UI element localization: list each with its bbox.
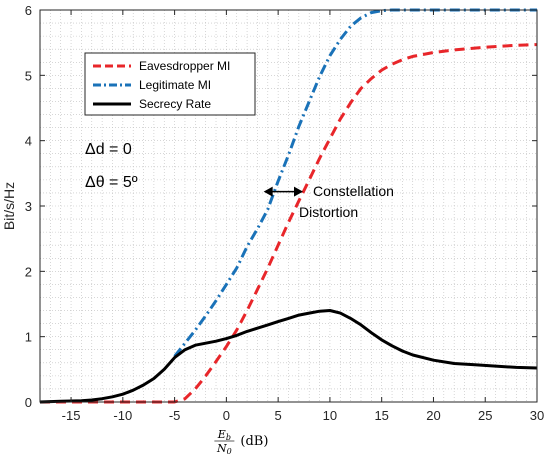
series-line-secrecy-rate	[39, 309, 538, 404]
y-tick-label: 3	[25, 199, 32, 214]
y-tick-label: 2	[25, 264, 32, 279]
x-tick-label: 30	[530, 408, 544, 423]
x-tick-label: -10	[113, 408, 132, 423]
y-tick-label: 0	[25, 395, 32, 410]
legend-label: Legitimate MI	[139, 78, 211, 92]
arrow-head-right	[293, 186, 303, 197]
distortion-label: Distortion	[299, 204, 358, 220]
y-tick-label: 5	[25, 68, 32, 83]
y-axis-label: Bit/s/Hz	[1, 182, 17, 230]
axis-ticks: -15 -10 -5 0 5 10 15 20 25 30 0 1 2 3 4 5 6	[25, 3, 544, 423]
x-tick-label: 20	[426, 408, 440, 423]
legend: Eavesdropper MI Legitimate MI Secrecy Rate	[84, 52, 256, 116]
grid	[40, 10, 537, 402]
constellation-label: Constellation	[313, 183, 394, 199]
x-tick-label: 0	[223, 408, 230, 423]
arrow-head-left	[263, 186, 273, 197]
annotations: Δd = 0 Δθ = 5º Constellation Distortion	[85, 141, 394, 220]
x-tick-label: -5	[169, 408, 181, 423]
legend-label: Eavesdropper MI	[139, 59, 230, 73]
x-tick-label: 10	[323, 408, 337, 423]
y-tick-label: 6	[25, 3, 32, 18]
x-tick-label: 25	[478, 408, 492, 423]
series-line-eavesdropper-mi	[40, 43, 538, 404]
legend-label: Secrecy Rate	[139, 97, 211, 111]
constellation-distortion-arrow	[263, 186, 303, 197]
y-tick-label: 4	[25, 134, 32, 149]
delta-d-annotation: Δd = 0	[85, 141, 132, 158]
x-tick-label: 15	[374, 408, 388, 423]
y-tick-label: 1	[25, 330, 32, 345]
x-tick-label: -15	[62, 408, 81, 423]
x-tick-label: 5	[275, 408, 282, 423]
delta-theta-annotation: Δθ = 5º	[85, 174, 138, 191]
x-label-unit: (dB)	[240, 434, 268, 449]
